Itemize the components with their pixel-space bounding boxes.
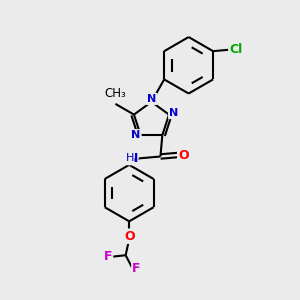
Text: N: N (128, 152, 138, 165)
Text: N: N (169, 108, 178, 118)
Text: F: F (103, 250, 112, 262)
Text: Cl: Cl (230, 43, 243, 56)
Text: H: H (125, 153, 134, 163)
Text: O: O (178, 148, 189, 161)
Text: F: F (132, 262, 141, 275)
Text: CH₃: CH₃ (105, 87, 126, 100)
Text: N: N (131, 130, 140, 140)
Text: O: O (124, 230, 135, 243)
Text: N: N (147, 94, 156, 104)
